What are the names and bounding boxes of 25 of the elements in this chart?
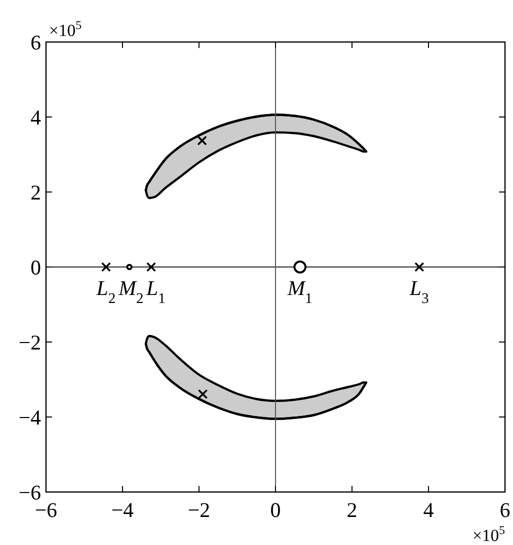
y-axis-title: ×10$^{5}$ — [49, 18, 82, 40]
point — [146, 262, 156, 272]
annotation: L$_{1}$ — [145, 276, 166, 307]
x-tick-label: 0 — [270, 498, 281, 522]
x-tick-label: 2 — [346, 498, 358, 522]
y-tick-label: 0 — [30, 255, 41, 280]
y-tick-label: 6 — [30, 30, 41, 54]
y-tick-label: 2 — [30, 180, 41, 204]
point — [198, 389, 208, 400]
point — [197, 136, 207, 146]
point — [101, 262, 111, 272]
x-axis-title: ×10$^{5}$ — [472, 523, 506, 545]
annotation: L$_{2}$ — [96, 276, 116, 307]
point — [414, 262, 424, 272]
y-tick-label: −4 — [18, 405, 42, 430]
x-tick-label: 6 — [500, 498, 510, 522]
y-tick-label: −6 — [18, 480, 41, 504]
annotation: M$_{1}$ — [286, 276, 312, 307]
x-tick-label: 4 — [423, 498, 434, 522]
x-tick-label: −4 — [111, 498, 134, 522]
y-tick-label: 4 — [30, 105, 42, 130]
annotation: L$_{3}$ — [408, 276, 429, 307]
y-tick-label: −2 — [18, 330, 41, 354]
annotation: M$_{2}$ — [118, 276, 144, 307]
x-tick-label: −2 — [188, 498, 210, 522]
